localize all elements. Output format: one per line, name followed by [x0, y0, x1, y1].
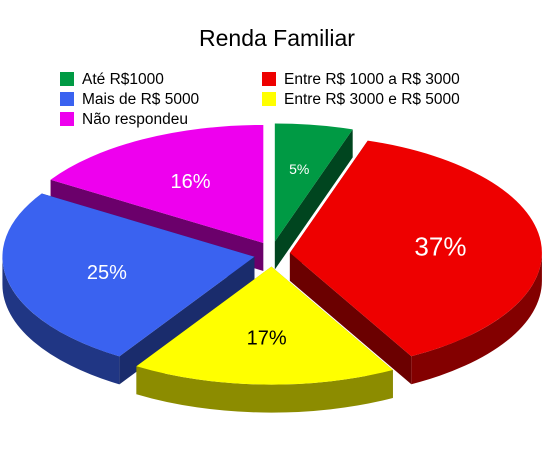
legend-swatch: [262, 92, 276, 106]
chart-legend: Até R$1000 Entre R$ 1000 a R$ 3000 Mais de…: [60, 71, 460, 128]
legend-label: Mais de R$ 5000: [82, 91, 200, 108]
pie-slices: 5% 37% 17% 25% 16%: [2, 123, 542, 413]
chart-title: Renda Familiar: [199, 25, 355, 51]
data-label-ate-r-1000: 5%: [289, 161, 309, 177]
slice-side: [411, 252, 542, 385]
legend-item-mais-de-r-5000: Mais de R$ 5000: [60, 91, 200, 108]
data-label-entre-r-1000-a-r-3000: 37%: [414, 231, 466, 261]
legend-item-ate-r-1000: Até R$1000: [60, 71, 164, 88]
slice-side: [2, 256, 120, 385]
slice-top: [2, 193, 255, 357]
slice-wall: [289, 252, 412, 385]
legend-label: Até R$1000: [82, 71, 164, 88]
slice-top: [289, 140, 542, 357]
slice-entre-r-3000-e-r-5000: [136, 266, 393, 413]
legend-label: Não respondeu: [82, 111, 188, 128]
legend-label: Entre R$ 1000 a R$ 3000: [284, 71, 460, 88]
legend-label: Entre R$ 3000 e R$ 5000: [284, 91, 460, 108]
legend-item-entre-r-3000-e-r-5000: Entre R$ 3000 e R$ 5000: [262, 91, 460, 108]
slice-ate-r-1000: [274, 123, 353, 270]
slice-mais-de-r-5000: [2, 193, 255, 385]
slice-top: [50, 124, 264, 243]
slice-top: [136, 266, 393, 385]
chart-title-group: Renda Familiar: [199, 25, 355, 51]
legend-swatch: [262, 72, 276, 86]
legend-swatch: [60, 72, 74, 86]
slice-wall: [274, 129, 353, 270]
slice-entre-r-1000-a-r-3000: [289, 140, 542, 385]
legend-swatch: [60, 92, 74, 106]
slice-wall: [119, 256, 255, 385]
slice-top: [274, 123, 353, 242]
data-label-entre-r-3000-e-r-5000: 17%: [247, 327, 287, 349]
data-label-mais-de-r-5000: 25%: [87, 262, 127, 284]
legend-swatch: [60, 112, 74, 126]
legend-item-nao-respondeu: Não respondeu: [60, 111, 188, 128]
legend-item-entre-r-1000-a-r-3000: Entre R$ 1000 a R$ 3000: [262, 71, 460, 88]
slice-side: [136, 366, 393, 413]
data-label-nao-respondeu: 16%: [170, 171, 210, 193]
